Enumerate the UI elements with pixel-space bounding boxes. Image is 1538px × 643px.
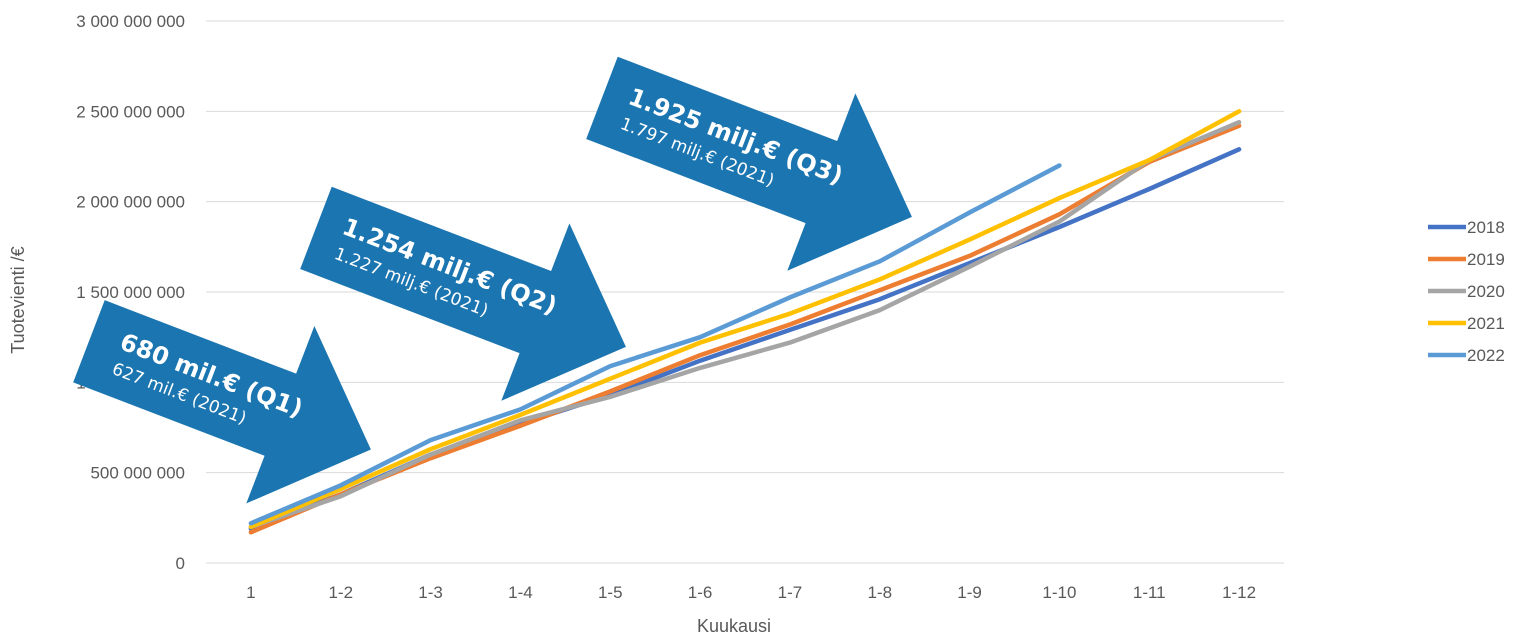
- legend-label: 2019: [1467, 250, 1505, 269]
- y-tick-label: 1 500 000 000: [76, 283, 185, 302]
- series-lines: [248, 109, 1242, 535]
- legend-label: 2022: [1467, 346, 1505, 365]
- series-line-2021: [248, 109, 1242, 530]
- legend-label: 2021: [1467, 314, 1505, 333]
- x-tick-label: 1-10: [1042, 583, 1076, 602]
- y-tick-label: 2 500 000 000: [76, 102, 185, 121]
- legend-label: 2020: [1467, 282, 1505, 301]
- x-tick-label: 1-9: [957, 583, 982, 602]
- legend-item-2020: 2020: [1428, 282, 1505, 301]
- y-tick-label: 500 000 000: [90, 464, 185, 483]
- arrow-shape: [300, 186, 626, 401]
- x-tick-label: 1-7: [778, 583, 803, 602]
- x-tick-label: 1-3: [418, 583, 443, 602]
- series-line-2020: [248, 119, 1242, 530]
- series-line-2019: [248, 123, 1242, 535]
- x-tick-label: 1-2: [328, 583, 353, 602]
- annotation-arrow-q3: 1.925 milj.€ (Q3) 1.797 milj.€ (2021): [586, 56, 912, 271]
- legend-item-2021: 2021: [1428, 314, 1505, 333]
- y-tick-label: 2 000 000 000: [76, 193, 185, 212]
- legend: 2018 2019 2020 2021 2022: [1428, 218, 1505, 365]
- x-tick-label: 1: [246, 583, 255, 602]
- x-tick-label: 1-6: [688, 583, 713, 602]
- arrow-shape: [586, 56, 912, 271]
- x-axis-title: Kuukausi: [697, 616, 771, 636]
- legend-label: 2018: [1467, 218, 1505, 237]
- legend-item-2018: 2018: [1428, 218, 1505, 237]
- x-tick-label: 1-4: [508, 583, 533, 602]
- y-tick-label: 3 000 000 000: [76, 12, 185, 31]
- legend-item-2022: 2022: [1428, 346, 1505, 365]
- x-tick-label: 1-12: [1222, 583, 1256, 602]
- series-line-2022: [248, 163, 1062, 526]
- x-tick-label: 1-5: [598, 583, 623, 602]
- y-tick-label: 0: [176, 554, 185, 573]
- x-axis-tick-labels: 1 1-2 1-3 1-4 1-5 1-6 1-7 1-8 1-9 1-10 1-11 1-12: [246, 583, 1256, 602]
- x-tick-label: 1-8: [867, 583, 892, 602]
- arrow-shape: [73, 300, 371, 504]
- x-tick-label: 1-11: [1133, 583, 1166, 602]
- legend-item-2019: 2019: [1428, 250, 1505, 269]
- y-axis-title: Tuotevienti /€: [8, 246, 28, 353]
